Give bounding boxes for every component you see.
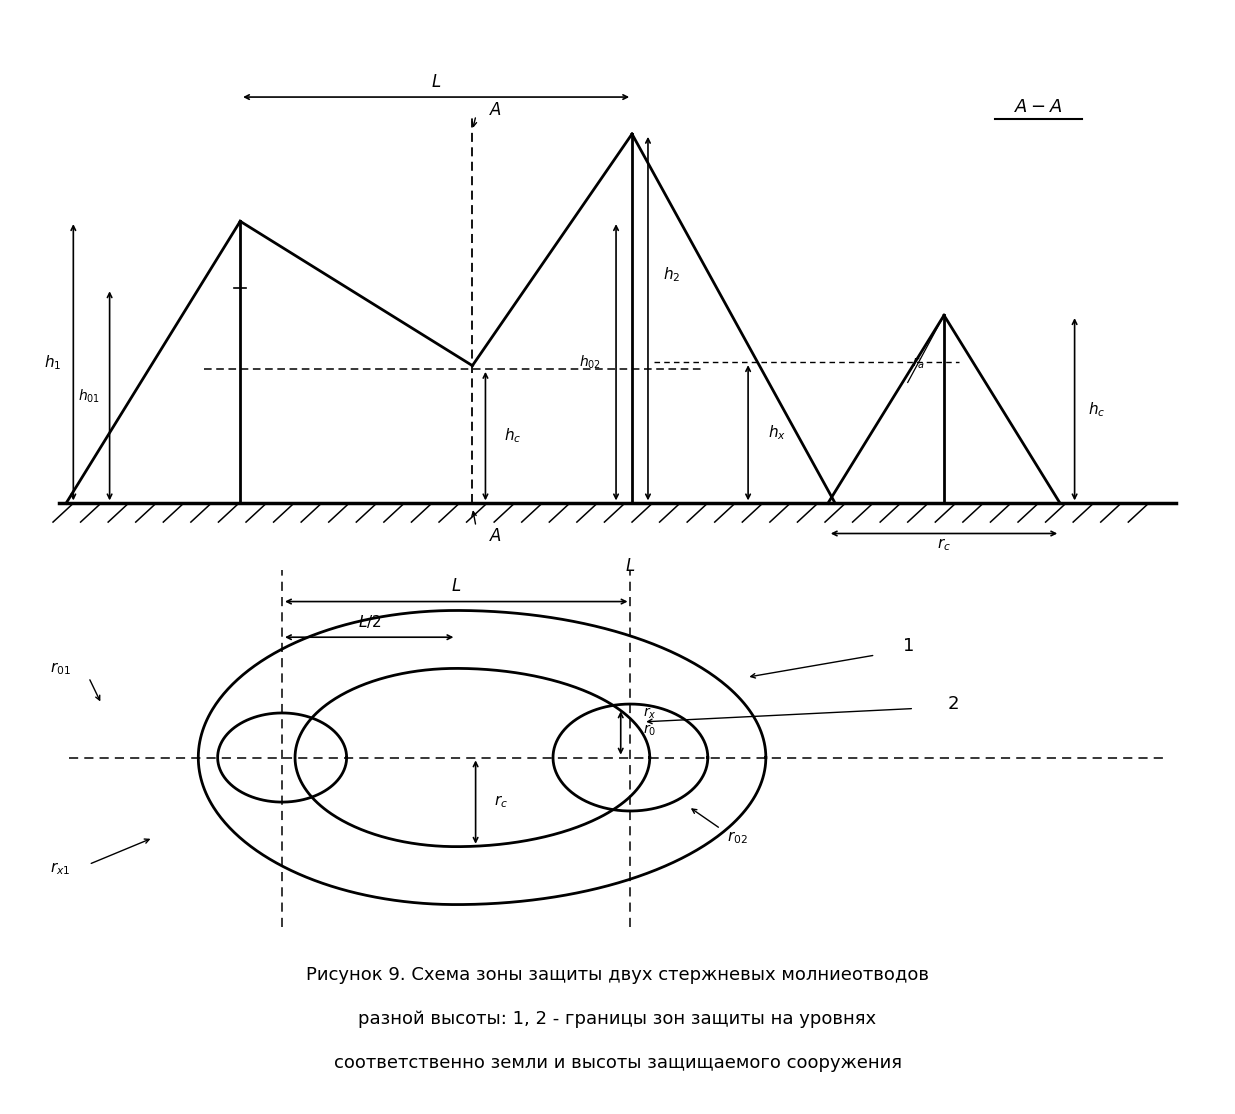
Text: $r_c$: $r_c$ [494, 794, 509, 810]
Text: $A-A$: $A-A$ [1014, 98, 1062, 116]
Text: $h_c$: $h_c$ [1088, 400, 1105, 419]
Text: $2$: $2$ [947, 695, 958, 713]
Text: $1$: $1$ [902, 637, 914, 655]
Text: Рисунок 9. Схема зоны защиты двух стержневых молниеотводов: Рисунок 9. Схема зоны защиты двух стержн… [306, 966, 929, 984]
Text: $r_0$: $r_0$ [643, 723, 657, 739]
Text: $r_x$: $r_x$ [643, 705, 657, 721]
Text: $h_{02}$: $h_{02}$ [579, 353, 601, 371]
Text: разной высоты: 1, 2 - границы зон защиты на уровнях: разной высоты: 1, 2 - границы зон защиты… [358, 1010, 877, 1028]
Text: $h_x$: $h_x$ [768, 423, 787, 442]
Text: $r_a$: $r_a$ [913, 355, 925, 371]
Text: $L$: $L$ [625, 557, 636, 575]
Text: $A$: $A$ [489, 527, 503, 545]
Text: соответственно земли и высоты защищаемого сооружения: соответственно земли и высоты защищаемог… [333, 1054, 902, 1072]
Text: $r_{02}$: $r_{02}$ [727, 830, 748, 846]
Text: $r_{x1}$: $r_{x1}$ [49, 861, 70, 877]
Text: $h_c$: $h_c$ [504, 427, 521, 446]
Text: $L$: $L$ [451, 577, 462, 595]
Text: $h_1$: $h_1$ [44, 353, 62, 372]
Text: $L$: $L$ [431, 72, 441, 90]
Text: $h_{01}$: $h_{01}$ [78, 388, 100, 404]
Text: $r_c$: $r_c$ [937, 537, 951, 554]
Text: $L/2$: $L/2$ [358, 613, 380, 631]
Text: $h_2$: $h_2$ [663, 265, 680, 284]
Text: $A$: $A$ [489, 101, 503, 119]
Text: $r_{01}$: $r_{01}$ [49, 661, 70, 676]
